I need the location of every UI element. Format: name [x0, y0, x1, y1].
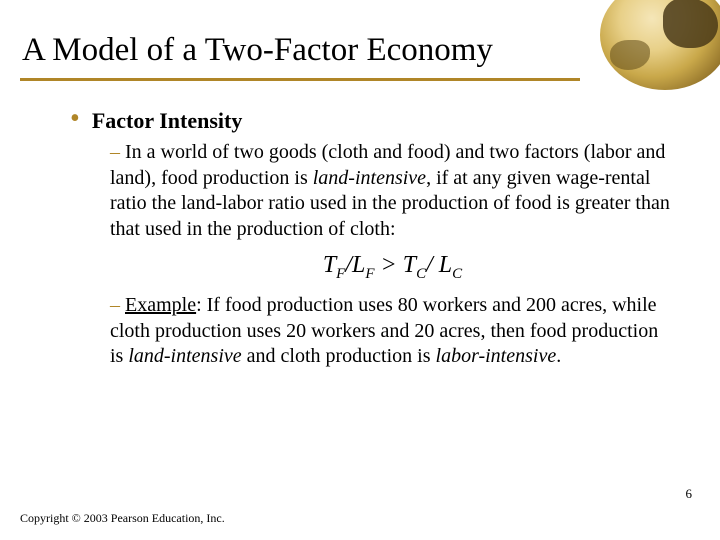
- dash-icon: –: [110, 141, 125, 163]
- definition-paragraph: – In a world of two goods (cloth and foo…: [110, 140, 675, 242]
- formula-t1: T: [323, 252, 336, 278]
- bullet-heading: Factor Intensity: [92, 108, 243, 134]
- para1-italic: land-intensive: [313, 167, 426, 189]
- example-paragraph: – Example: If food production uses 80 wo…: [110, 293, 675, 370]
- title-underline: [20, 78, 580, 81]
- bullet-heading-row: • Factor Intensity: [70, 108, 675, 134]
- content-area: • Factor Intensity – In a world of two g…: [70, 108, 675, 374]
- slide-title: A Model of a Two-Factor Economy: [22, 32, 493, 69]
- page-number: 6: [686, 486, 693, 502]
- formula-slash1: /: [345, 252, 352, 278]
- example-end: .: [556, 345, 561, 367]
- example-italic2: labor-intensive: [436, 345, 557, 367]
- formula-l2: L: [439, 252, 452, 278]
- copyright-text: Copyright © 2003 Pearson Education, Inc.: [20, 511, 225, 526]
- formula-t2: T: [403, 252, 416, 278]
- formula-slash2: /: [426, 252, 433, 278]
- dash-icon: –: [110, 294, 125, 316]
- formula-sub-f2: F: [365, 266, 374, 282]
- example-italic1: land-intensive: [128, 345, 241, 367]
- formula-sub-c2: C: [452, 266, 462, 282]
- formula-gt: >: [375, 252, 403, 278]
- formula-l1: L: [352, 252, 365, 278]
- globe-decoration: [600, 0, 720, 90]
- formula: TF/LF > TC/ LC: [110, 252, 675, 283]
- formula-sub-f1: F: [336, 266, 345, 282]
- formula-sub-c1: C: [416, 266, 426, 282]
- bullet-icon: •: [70, 108, 80, 130]
- example-mid: and cloth production is: [242, 345, 436, 367]
- example-label: Example: [125, 294, 196, 316]
